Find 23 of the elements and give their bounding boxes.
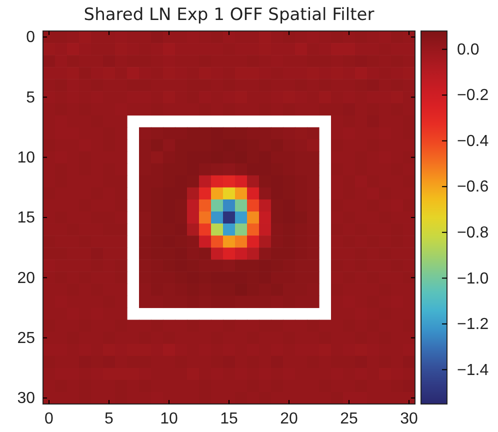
chart-title: Shared LN Exp 1 OFF Spatial Filter	[84, 5, 374, 25]
color-bar-label: −1.2	[457, 316, 489, 334]
y-tick-label: 25	[17, 330, 36, 347]
y-tick-label: 5	[26, 89, 36, 106]
x-tick-label: 30	[400, 410, 418, 428]
color-bar-label: −0.2	[457, 87, 489, 104]
y-tick-label: 10	[17, 149, 36, 166]
x-tick-label: 20	[280, 410, 298, 428]
color-bar-label: −0.8	[457, 224, 489, 242]
color-bar-label: −0.6	[457, 178, 489, 196]
x-tick-label: 0	[44, 410, 54, 428]
y-tick-label: 30	[17, 390, 36, 408]
x-tick-label: 25	[340, 410, 358, 428]
y-tick-label: 0	[26, 29, 36, 46]
y-tick-label: 15	[17, 210, 36, 227]
color-bar-label: −0.4	[457, 132, 489, 150]
x-tick-label: 5	[104, 410, 114, 428]
y-tick-label: 20	[17, 270, 36, 287]
color-bar-label: 0.0	[457, 41, 480, 58]
color-bar-label: −1.0	[457, 270, 489, 288]
color-bar-label: −1.4	[457, 362, 489, 379]
x-tick-label: 10	[160, 410, 178, 428]
x-tick-label: 15	[220, 410, 238, 428]
